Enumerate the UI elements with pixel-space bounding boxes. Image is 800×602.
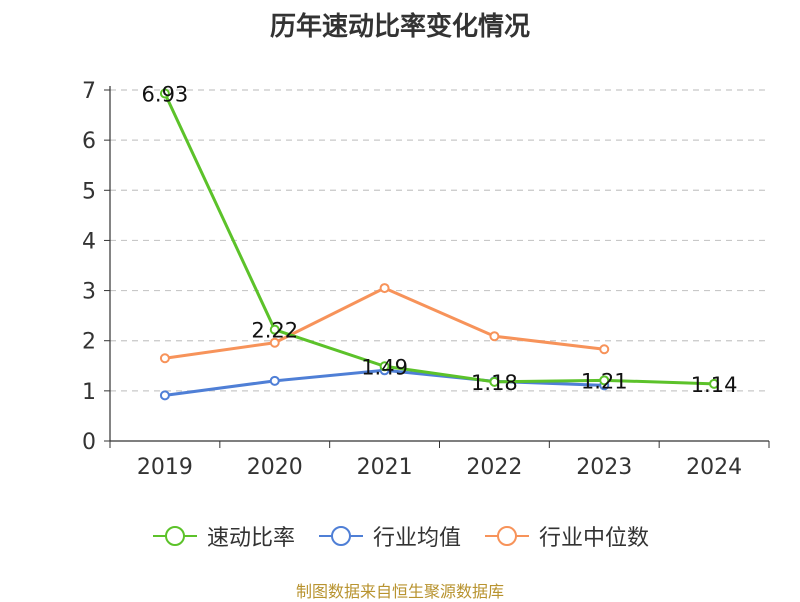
y-tick-label-2: 2: [82, 330, 96, 355]
data-label-2020: 2.22: [251, 319, 298, 343]
point-0-2022: [489, 376, 500, 387]
data-label-2022: 1.18: [471, 371, 518, 395]
x-tick-label-2019: 2019: [137, 455, 193, 480]
legend-item-quick-ratio[interactable]: 速动比率: [151, 520, 295, 552]
point-0-2020: [269, 324, 280, 335]
x-tick-label-2023: 2023: [576, 455, 632, 480]
series-line-0: [163, 92, 715, 386]
data-labels: 6.93 2.22 1.49 1.18 1.21 1.14: [142, 83, 738, 397]
point-2-2021: [379, 283, 390, 294]
chart-title: 历年速动比率变化情况: [269, 12, 530, 42]
x-tick-label-2022: 2022: [466, 455, 522, 480]
y-tick-label-5: 5: [82, 179, 96, 204]
legend-label-industry-median: 行业中位数: [539, 526, 650, 551]
point-0-2023: [599, 375, 610, 386]
data-label-2023: 1.21: [581, 369, 628, 393]
axes: 0 1 2 3 4 5 6 7 2019 2020 2021 2022 2023 2024: [82, 79, 770, 480]
data-source-note: 制图数据来自恒生聚源数据库: [295, 582, 504, 601]
data-label-2019: 6.93: [142, 83, 189, 107]
legend-marker-industry-mean: [318, 526, 363, 546]
legend-item-industry-mean[interactable]: 行业均值: [317, 520, 461, 552]
x-tick-label-2020: 2020: [247, 455, 303, 480]
point-2-2022: [489, 331, 500, 342]
point-2-2019: [159, 353, 170, 364]
legend-marker-quick-ratio: [152, 526, 197, 546]
series-line-2: [164, 286, 605, 360]
legend-item-industry-median[interactable]: 行业中位数: [483, 520, 649, 552]
legend-label-quick-ratio: 速动比率: [206, 526, 295, 551]
series-layer: [159, 88, 720, 401]
y-tick-label-6: 6: [82, 129, 96, 154]
y-tick-label-0: 0: [82, 430, 96, 455]
point-2-2023: [599, 344, 610, 355]
y-tick-label-1: 1: [82, 380, 96, 405]
point-1-2020: [269, 375, 280, 386]
point-0-2021: [379, 361, 390, 372]
legend-label-industry-mean: 行业均值: [372, 526, 461, 551]
point-1-2019: [159, 390, 170, 401]
data-label-2021: 1.49: [361, 355, 408, 379]
x-tick-label-2021: 2021: [357, 455, 413, 480]
y-tick-label-4: 4: [82, 229, 96, 254]
point-2-2020: [269, 337, 280, 348]
legend: 速动比率 行业均值 行业中位数: [0, 520, 800, 552]
data-label-2024: 1.14: [691, 373, 738, 397]
x-tick-label-2024: 2024: [686, 455, 742, 480]
grid: [110, 89, 769, 392]
point-0-2024: [709, 378, 720, 389]
y-tick-label-7: 7: [82, 79, 96, 104]
y-tick-label-3: 3: [82, 280, 96, 305]
legend-marker-industry-median: [485, 526, 529, 546]
point-0-2019: [159, 88, 170, 99]
